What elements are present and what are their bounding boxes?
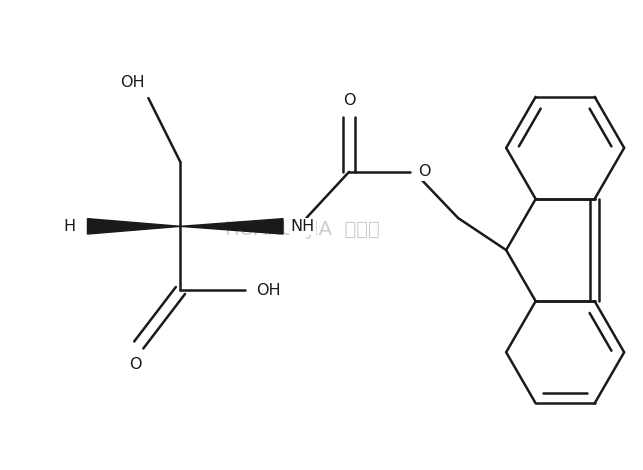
Text: O: O bbox=[343, 93, 356, 108]
Text: NH: NH bbox=[291, 219, 315, 234]
Polygon shape bbox=[181, 219, 283, 234]
Text: H: H bbox=[64, 219, 76, 234]
Text: OH: OH bbox=[120, 75, 145, 90]
Text: O: O bbox=[418, 164, 430, 180]
Text: OH: OH bbox=[256, 283, 281, 298]
Text: O: O bbox=[129, 357, 142, 371]
Text: HUAXUEJIA  化学加: HUAXUEJIA 化学加 bbox=[225, 220, 379, 239]
Polygon shape bbox=[87, 219, 181, 234]
